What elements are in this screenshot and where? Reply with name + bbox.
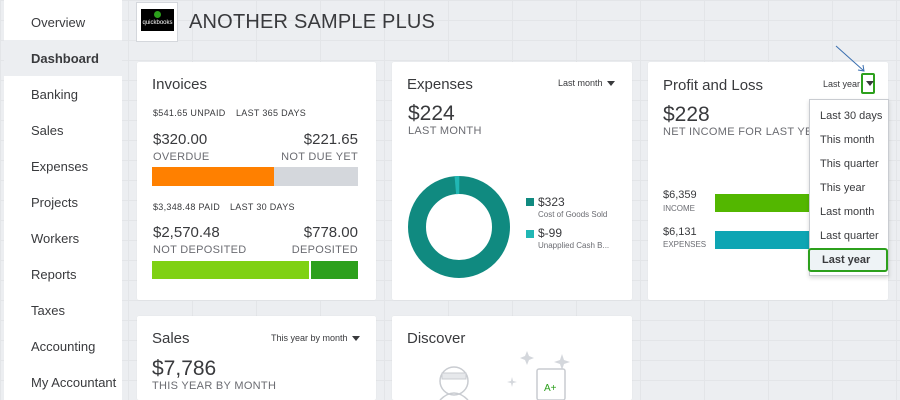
company-logo[interactable]: quickbooks [136, 2, 178, 42]
expenses-donut-chart[interactable] [406, 174, 512, 280]
invoices-title: Invoices [152, 76, 208, 93]
invoices-not-due-value[interactable]: $221.65 [303, 131, 358, 148]
annotation-arrow-icon [835, 45, 865, 72]
invoices-not-due-label: NOT DUE YET [281, 151, 358, 163]
chevron-down-icon [866, 81, 874, 86]
logo-text: quickbooks [142, 20, 173, 26]
invoices-overdue-label: OVERDUE [153, 151, 210, 163]
legend-swatch-unapplied [526, 230, 534, 238]
sidebar-item-accounting[interactable]: Accounting [4, 328, 122, 364]
paid-bar[interactable] [152, 261, 358, 279]
expenses-bar[interactable] [715, 231, 815, 249]
sidebar-item-my-accountant[interactable]: My Accountant [4, 364, 122, 400]
expenses-amount: $224 [408, 102, 455, 125]
sidebar-item-label: Banking [31, 86, 78, 102]
overdue-bar-segment[interactable] [152, 167, 274, 186]
invoices-paid-amount[interactable]: $3,348.48 PAID [153, 202, 221, 212]
sidebar-item-label: Workers [31, 230, 80, 246]
sidebar-item-label: Taxes [31, 302, 65, 318]
invoices-not-deposited-label: NOT DEPOSITED [153, 244, 247, 256]
quickbooks-logo-icon [154, 11, 161, 18]
invoices-deposited-label: DEPOSITED [291, 244, 358, 256]
expenses-amount-label: LAST MONTH [408, 125, 482, 137]
profit-loss-amount-label: NET INCOME FOR LAST YEAR [663, 126, 829, 138]
sidebar-item-workers[interactable]: Workers [4, 220, 122, 256]
sidebar-item-dashboard[interactable]: Dashboard [4, 40, 122, 76]
sidebar-item-label: Reports [31, 266, 77, 282]
discover-card: Discover A+ [392, 316, 632, 400]
income-value[interactable]: $6,359 [663, 189, 697, 201]
sales-amount: $7,786 [152, 357, 217, 380]
quickbooks-logo: quickbooks [141, 9, 174, 31]
invoices-unpaid-amount[interactable]: $541.65 UNPAID [153, 108, 226, 118]
sales-period-dropdown[interactable]: This year by month [271, 333, 360, 343]
profit-loss-title: Profit and Loss [663, 77, 764, 94]
expenses-title: Expenses [407, 76, 473, 93]
invoices-card: Invoices $541.65 UNPAID LAST 365 DAYS $3… [137, 62, 376, 300]
invoices-not-deposited-value[interactable]: $2,570.48 [153, 224, 220, 241]
period-option-last-quarter[interactable]: Last quarter [820, 230, 879, 242]
legend-swatch-cogs [526, 198, 534, 206]
legend-label-cogs: Cost of Goods Sold [538, 210, 608, 219]
sidebar: Overview Dashboard Banking Sales Expense… [4, 0, 122, 400]
legend-label-unapplied: Unapplied Cash B... [538, 241, 610, 250]
legend-value-unapplied: $-99 [538, 226, 563, 240]
sidebar-item-projects[interactable]: Projects [4, 184, 122, 220]
legend-value-cogs: $323 [538, 195, 565, 209]
period-option-last-month[interactable]: Last month [820, 206, 875, 218]
invoices-deposited-value[interactable]: $778.00 [303, 224, 358, 241]
period-option-this-month[interactable]: This month [820, 134, 875, 146]
period-option-last-30-days[interactable]: Last 30 days [820, 110, 883, 122]
sidebar-item-sales[interactable]: Sales [4, 112, 122, 148]
sidebar-item-label: Projects [31, 194, 78, 210]
sales-card: Sales This year by month $7,786 THIS YEA… [137, 316, 376, 400]
sidebar-item-reports[interactable]: Reports [4, 256, 122, 292]
sidebar-item-label: Sales [31, 122, 64, 138]
sales-amount-label: THIS YEAR BY MONTH [152, 380, 277, 392]
period-option-this-quarter[interactable]: This quarter [820, 158, 879, 170]
sales-title: Sales [152, 330, 190, 347]
expenses-card: Expenses Last month $224 LAST MONTH $323… [392, 62, 632, 300]
sidebar-item-label: Overview [31, 14, 86, 30]
sidebar-item-taxes[interactable]: Taxes [4, 292, 122, 328]
sidebar-item-banking[interactable]: Banking [4, 76, 122, 112]
sidebar-item-label: Dashboard [31, 50, 99, 66]
discover-title: Discover [407, 330, 466, 347]
svg-text:A+: A+ [544, 383, 557, 394]
sidebar-item-expenses[interactable]: Expenses [4, 148, 122, 184]
expenses-value[interactable]: $6,131 [663, 226, 697, 238]
invoices-overdue-value[interactable]: $320.00 [153, 131, 208, 148]
chevron-down-icon [351, 336, 360, 342]
sidebar-item-label: My Accountant [31, 374, 117, 390]
not-deposited-bar-segment[interactable] [152, 261, 311, 279]
sidebar-item-overview[interactable]: Overview [4, 4, 122, 40]
sidebar-item-label: Accounting [31, 338, 96, 354]
discover-illustration-icon: A+ [439, 351, 570, 400]
invoices-paid-period: LAST 30 DAYS [230, 202, 295, 212]
unpaid-bar[interactable] [152, 167, 358, 186]
profit-loss-period-label[interactable]: Last year [823, 79, 861, 89]
chevron-down-icon [606, 81, 615, 87]
income-bar[interactable] [715, 194, 815, 212]
expenses-label: EXPENSES [663, 240, 707, 249]
sales-period-label: This year by month [271, 333, 348, 343]
profit-loss-amount: $228 [663, 103, 710, 126]
invoices-unpaid-period: LAST 365 DAYS [236, 108, 307, 118]
company-name: ANOTHER SAMPLE PLUS [189, 11, 436, 33]
expenses-period-label: Last month [558, 78, 603, 88]
profit-loss-period-dropdown-button[interactable] [861, 73, 875, 94]
profit-loss-period-menu: Last 30 days This month This quarter Thi… [808, 99, 889, 276]
income-label: INCOME [663, 204, 695, 213]
period-option-this-year[interactable]: This year [820, 182, 866, 194]
period-option-last-year[interactable]: Last year [808, 248, 888, 272]
sidebar-item-label: Expenses [31, 158, 89, 174]
expenses-period-dropdown[interactable]: Last month [558, 78, 615, 88]
donut-segment-cogs[interactable] [408, 176, 510, 278]
